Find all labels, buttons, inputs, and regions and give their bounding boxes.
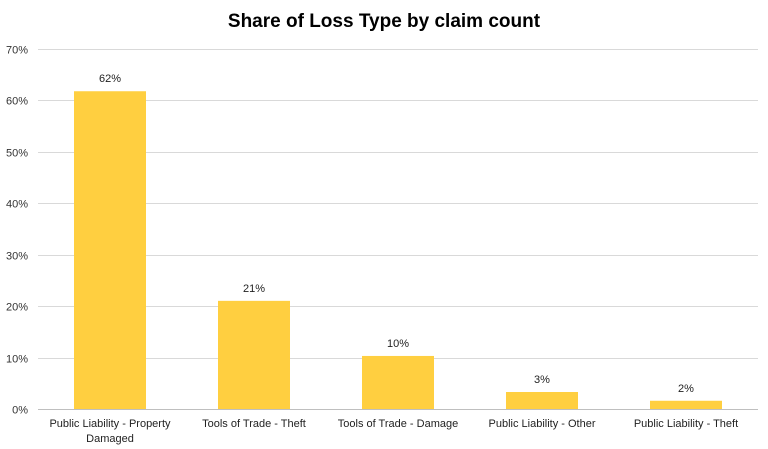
data-label: 10% bbox=[387, 338, 409, 350]
y-axis-ticks: 0% 10% 20% 30% 40% 50% 60% 70% bbox=[6, 45, 28, 417]
bar bbox=[74, 91, 146, 410]
category-label: Public Liability - Theft bbox=[634, 418, 738, 430]
category-label-line: Tools of Trade - Theft bbox=[202, 418, 306, 430]
data-labels: 62% 21% 10% 3% 2% bbox=[99, 73, 694, 395]
x-axis-categories: Public Liability - Property Damaged Tools … bbox=[49, 418, 738, 445]
category-label-line: Public Liability - Property bbox=[49, 418, 171, 430]
bar bbox=[218, 300, 290, 409]
data-label: 21% bbox=[243, 283, 265, 295]
category-label: Tools of Trade - Damage bbox=[338, 418, 458, 430]
data-label: 2% bbox=[678, 383, 694, 395]
category-label-line: Public Liability - Theft bbox=[634, 418, 738, 430]
category-label: Tools of Trade - Theft bbox=[202, 418, 306, 430]
category-label-line: Public Liability - Other bbox=[489, 418, 596, 430]
y-tick-label: 60% bbox=[6, 96, 28, 108]
data-label: 3% bbox=[534, 374, 550, 386]
y-tick-label: 70% bbox=[6, 45, 28, 57]
category-label: Public Liability - Property Damaged bbox=[49, 418, 171, 445]
category-label: Public Liability - Other bbox=[489, 418, 596, 430]
y-tick-label: 30% bbox=[6, 251, 28, 263]
y-tick-label: 0% bbox=[12, 405, 28, 417]
bar bbox=[506, 392, 578, 409]
y-tick-label: 40% bbox=[6, 199, 28, 211]
gridlines bbox=[38, 49, 758, 410]
bar bbox=[650, 400, 722, 409]
y-tick-label: 20% bbox=[6, 302, 28, 314]
bar bbox=[362, 355, 434, 409]
data-label: 62% bbox=[99, 73, 121, 85]
bars bbox=[74, 91, 722, 410]
category-label-line: Tools of Trade - Damage bbox=[338, 418, 458, 430]
category-label-line: Damaged bbox=[86, 433, 134, 445]
chart-title: Share of Loss Type by claim count bbox=[228, 11, 541, 32]
y-tick-label: 10% bbox=[6, 354, 28, 366]
y-tick-label: 50% bbox=[6, 148, 28, 160]
